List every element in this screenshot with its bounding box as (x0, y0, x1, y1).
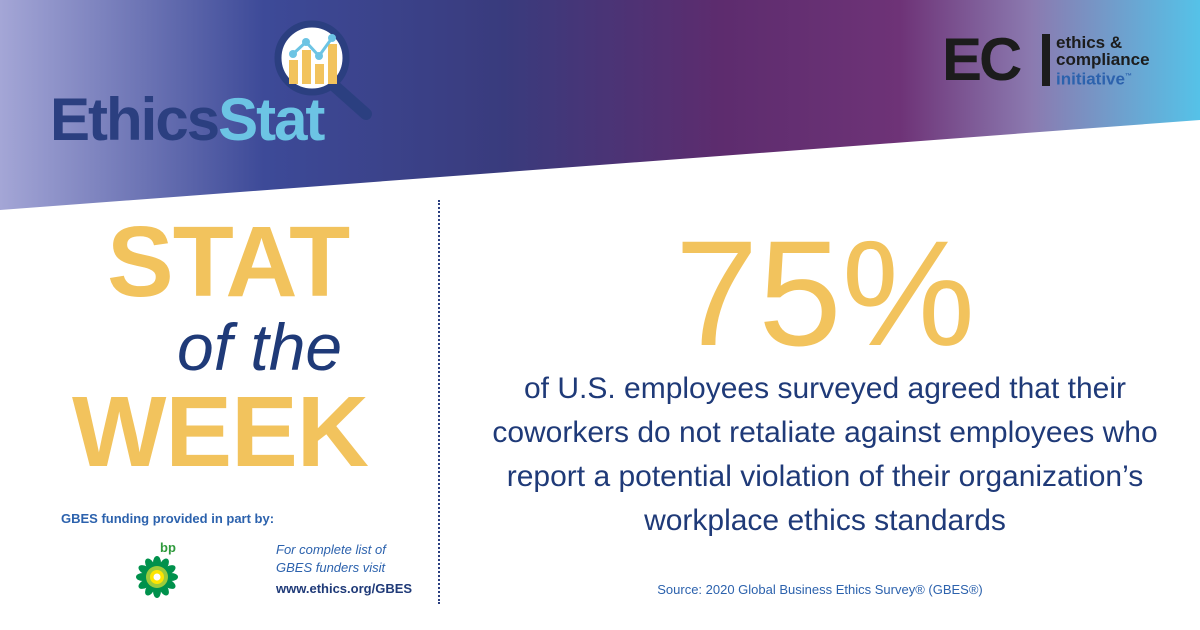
bp-helios-icon (136, 556, 178, 598)
bp-logo: bp (132, 540, 182, 600)
eci-line-compliance: compliance (1056, 50, 1150, 69)
funders-note-line2: GBES funders visit (276, 560, 386, 575)
eci-letters: EC (942, 26, 1022, 93)
eci-line-initiative: initiative™ (1056, 69, 1132, 89)
headline-week: WEEK (72, 376, 369, 488)
funding-heading: GBES funding provided in part by: (61, 511, 275, 526)
eci-bar (1042, 34, 1050, 86)
stat-value: 75% (674, 209, 976, 377)
funders-url[interactable]: www.ethics.org/GBES (276, 581, 413, 596)
eci-logo: EC ethics & compliance initiative™ (942, 26, 1182, 93)
bp-label: bp (160, 540, 176, 555)
dotted-divider (438, 200, 440, 604)
ethicsstat-wordmark: EthicsStat (50, 86, 325, 153)
ethicsstat-logo: EthicsStat (50, 20, 380, 160)
funders-note: For complete list of GBES funders visit (276, 541, 386, 577)
headline-stat: STAT (107, 206, 350, 318)
headline-of-the: of the (177, 310, 343, 384)
magnifier-chart-icon (274, 20, 372, 120)
eci-trademark: ™ (1124, 73, 1132, 80)
funders-note-line1: For complete list of (276, 542, 386, 557)
eci-line-ethics: ethics & (1056, 33, 1123, 52)
eci-tagline: ethics & compliance initiative™ (1056, 34, 1150, 88)
source-note: Source: 2020 Global Business Ethics Surv… (657, 582, 983, 597)
stat-description: of U.S. employees surveyed agreed that t… (492, 372, 1158, 537)
